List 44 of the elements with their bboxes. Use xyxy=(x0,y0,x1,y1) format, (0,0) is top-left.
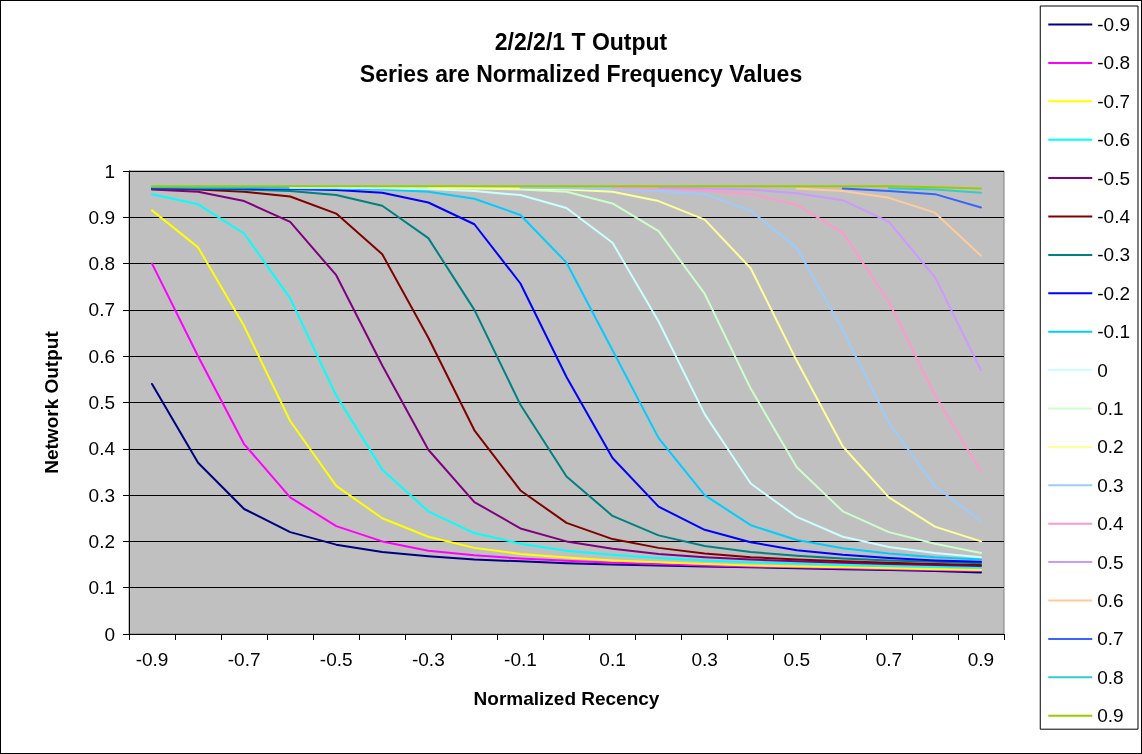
y-tick-label: 0.7 xyxy=(88,299,115,321)
x-axis-title: Normalized Recency xyxy=(473,688,660,709)
y-tick-label: 0.4 xyxy=(88,438,116,460)
x-tick-label: -0.9 xyxy=(135,649,169,670)
legend-label: -0.9 xyxy=(1097,14,1131,35)
legend-label: 0.8 xyxy=(1097,666,1124,688)
legend-label: -0.7 xyxy=(1097,90,1131,112)
y-tick-label: 1 xyxy=(104,160,115,182)
x-tick-label: 0.9 xyxy=(967,649,995,670)
y-tick-label: 0.1 xyxy=(88,577,115,599)
chart-title: 2/2/2/1 T Output xyxy=(494,28,668,55)
legend-label: -0.6 xyxy=(1097,129,1131,151)
legend-label: 0.3 xyxy=(1097,474,1124,496)
x-tick-label: 0.3 xyxy=(691,649,718,670)
y-tick-label: 0.3 xyxy=(88,484,115,506)
y-tick-label: 0.5 xyxy=(88,392,115,413)
y-tick-label: 0.6 xyxy=(88,345,115,367)
legend-label: -0.4 xyxy=(1097,206,1131,227)
x-tick-label: 0.1 xyxy=(599,649,626,670)
legend-label: 0.1 xyxy=(1097,398,1124,419)
legend-label: 0 xyxy=(1097,359,1108,381)
x-tick-label: -0.1 xyxy=(504,649,537,670)
legend-label: 0.4 xyxy=(1097,513,1125,535)
x-tick-label: -0.7 xyxy=(227,649,261,670)
y-tick-label: 0 xyxy=(104,623,115,645)
legend-label: -0.8 xyxy=(1097,52,1131,74)
y-axis-title: Network Output xyxy=(41,330,62,474)
legend-label: 0.5 xyxy=(1097,551,1124,573)
legend-label: 0.9 xyxy=(1097,705,1124,727)
x-tick-label: -0.3 xyxy=(411,649,445,670)
y-tick-label: 0.2 xyxy=(88,530,115,552)
legend-label: -0.2 xyxy=(1097,282,1131,304)
x-tick-label: -0.5 xyxy=(319,649,353,670)
legend-label: -0.5 xyxy=(1097,167,1131,189)
y-tick-label: 0.8 xyxy=(88,253,115,275)
x-tick-label: 0.7 xyxy=(875,649,903,670)
legend-label: -0.3 xyxy=(1097,244,1131,266)
legend-label: 0.7 xyxy=(1097,628,1124,650)
legend-label: -0.1 xyxy=(1097,321,1131,343)
chart-subtitle: Series are Normalized Frequency Values xyxy=(359,60,803,87)
legend-label: 0.2 xyxy=(1097,436,1124,458)
x-tick-label: 0.5 xyxy=(783,649,810,670)
y-tick-label: 0.9 xyxy=(88,206,115,228)
legend-label: 0.6 xyxy=(1097,590,1124,611)
